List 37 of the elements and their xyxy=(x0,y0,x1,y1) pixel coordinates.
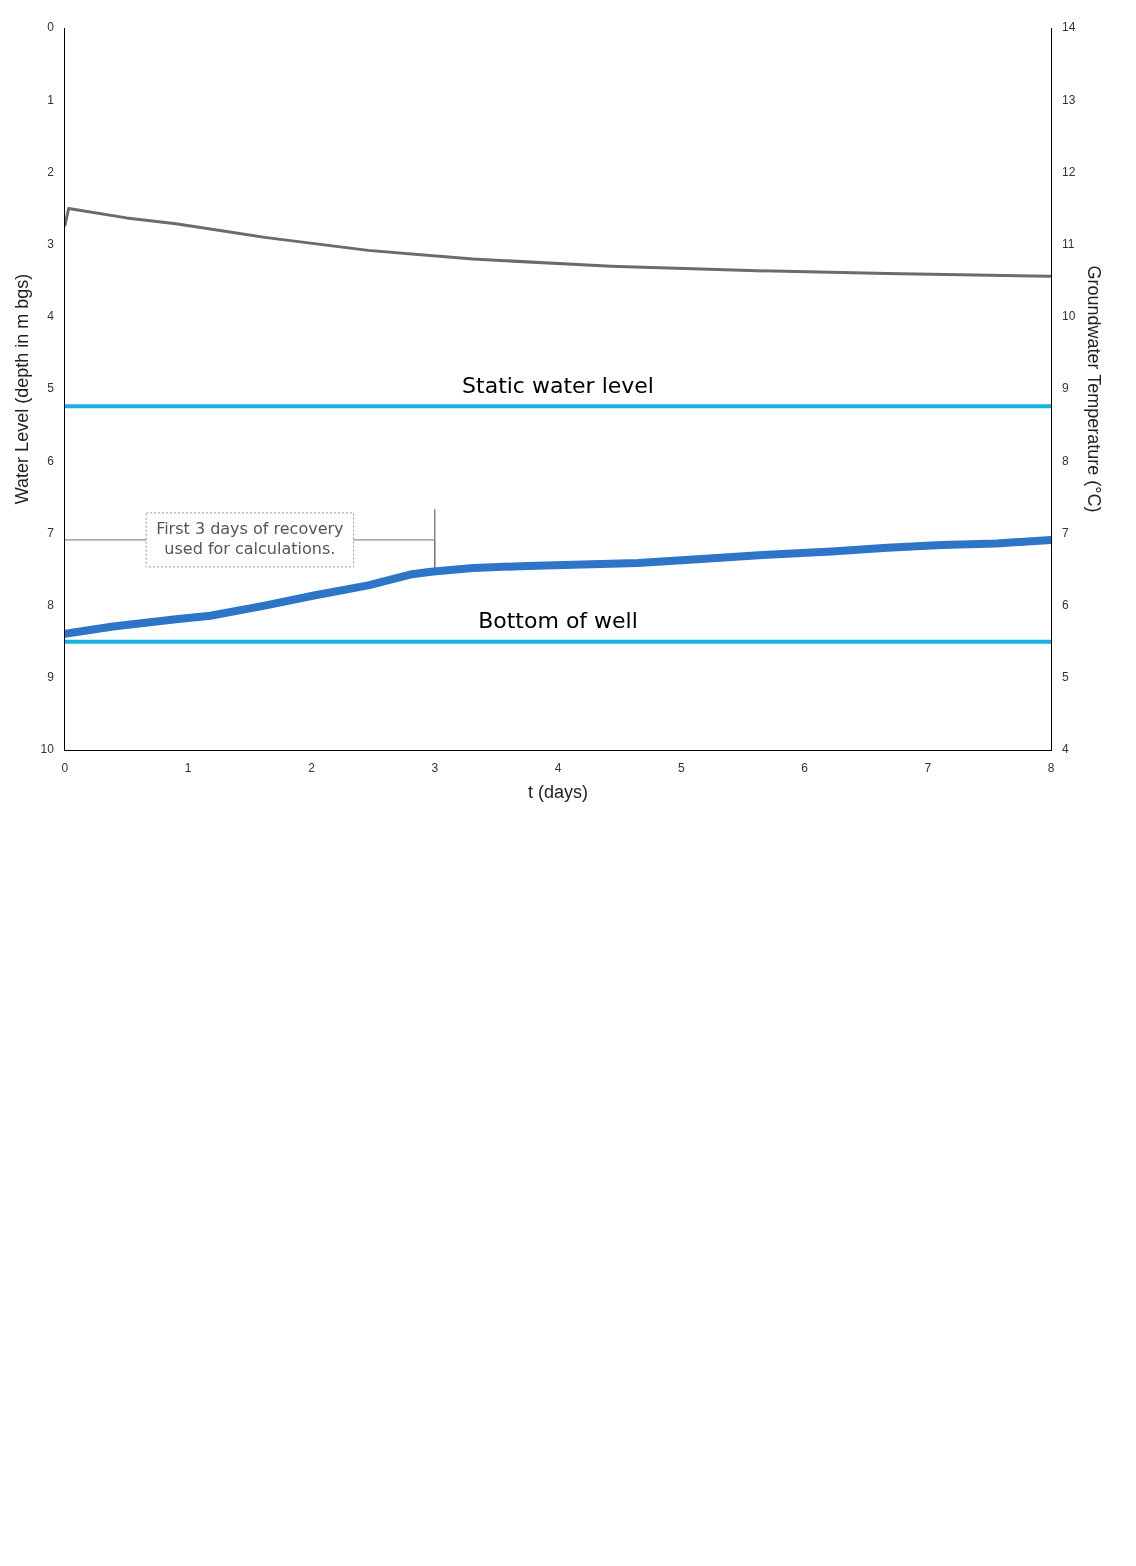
y-tick-label: 5 xyxy=(47,381,55,396)
y-tick-label: 10 xyxy=(40,742,55,757)
x-tick-label: 5 xyxy=(677,760,685,775)
y-axis-title: Water Level (depth in m bgs) xyxy=(11,273,32,505)
y2-tick-label: 5 xyxy=(1062,670,1070,685)
y-tick-label: 3 xyxy=(47,236,55,251)
y-tick-label: 4 xyxy=(47,309,55,324)
ref-line-label: Static water level xyxy=(462,373,654,399)
y-tick-label: 7 xyxy=(47,525,55,540)
y2-tick-label: 7 xyxy=(1062,525,1070,540)
x-tick-label: 2 xyxy=(308,760,316,775)
x-tick-label: 7 xyxy=(924,760,932,775)
x-tick-label: 3 xyxy=(431,760,439,775)
y2-tick-label: 13 xyxy=(1062,92,1076,107)
ref-line-label: Bottom of well xyxy=(478,608,638,634)
y2-tick-label: 6 xyxy=(1062,597,1070,612)
y2-axis-title: Groundwater Temperature (°C) xyxy=(1084,265,1105,513)
y-tick-label: 1 xyxy=(47,92,55,107)
y2-tick-label: 12 xyxy=(1062,164,1076,179)
y2-tick-label: 11 xyxy=(1062,236,1075,251)
y2-tick-label: 9 xyxy=(1062,381,1070,396)
y-tick-label: 0 xyxy=(47,20,55,35)
y2-tick-label: 8 xyxy=(1062,453,1070,468)
x-tick-label: 0 xyxy=(61,760,69,775)
y2-tick-label: 10 xyxy=(1062,309,1076,324)
y2-tick-label: 4 xyxy=(1062,742,1070,757)
y-tick-label: 9 xyxy=(47,670,55,685)
y-tick-label: 8 xyxy=(47,597,55,612)
y-tick-label: 6 xyxy=(47,453,55,468)
x-tick-label: 4 xyxy=(554,760,562,775)
y-tick-label: 2 xyxy=(47,164,55,179)
x-tick-label: 1 xyxy=(184,760,192,775)
y2-tick-label: 14 xyxy=(1062,20,1076,35)
annotation: First 3 days of recovery used for calculations. xyxy=(156,519,344,559)
x-tick-label: 6 xyxy=(801,760,809,775)
x-axis-title: t (days) xyxy=(527,782,589,803)
x-tick-label: 8 xyxy=(1047,760,1055,775)
